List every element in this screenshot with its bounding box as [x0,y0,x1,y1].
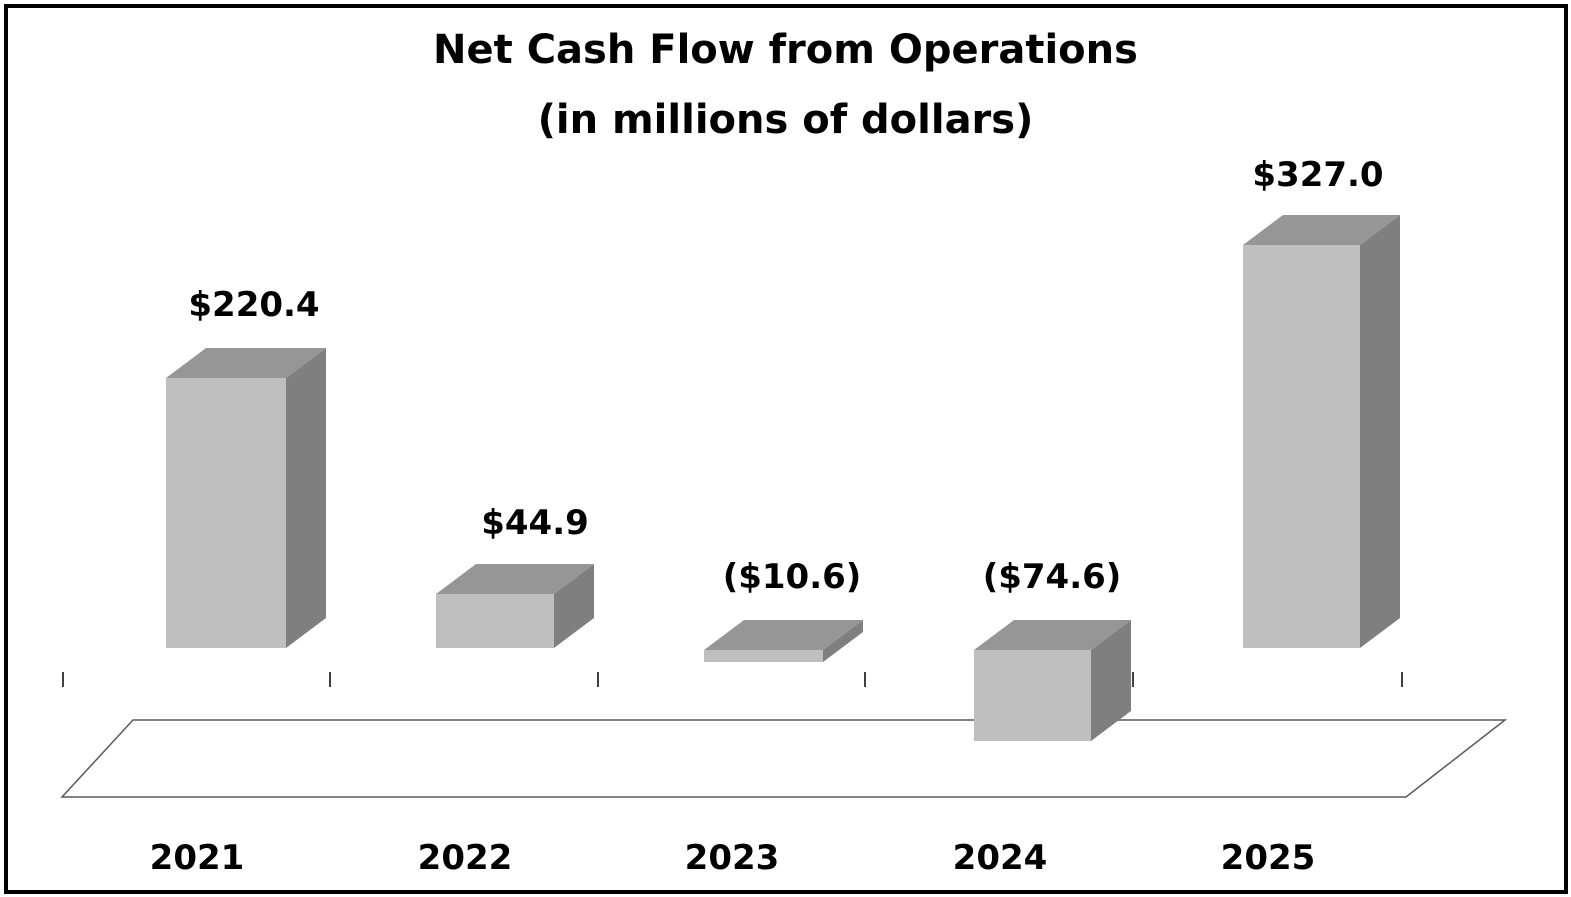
bar-2025 [1243,215,1400,648]
x-label-2025: 2025 [1220,838,1316,878]
data-label-2022: $44.9 [481,503,589,543]
x-label-2021: 2021 [149,838,245,878]
data-label-2023: ($10.6) [722,557,862,597]
chart-floor [60,719,1508,798]
data-label-2025: $327.0 [1252,155,1384,195]
bar-2023 [704,620,863,662]
bar-2021 [166,348,326,648]
x-label-2024: 2024 [952,838,1048,878]
x-label-2023: 2023 [684,838,780,878]
data-label-2021: $220.4 [188,285,320,325]
data-label-2024: ($74.6) [982,557,1122,597]
x-axis-ticks [62,672,1403,687]
x-label-2022: 2022 [417,838,513,878]
bar-2024 [974,620,1131,741]
bar-2022 [436,564,594,648]
chart-subtitle: (in millions of dollars) [537,97,1034,143]
chart-title: Net Cash Flow from Operations [433,27,1138,73]
